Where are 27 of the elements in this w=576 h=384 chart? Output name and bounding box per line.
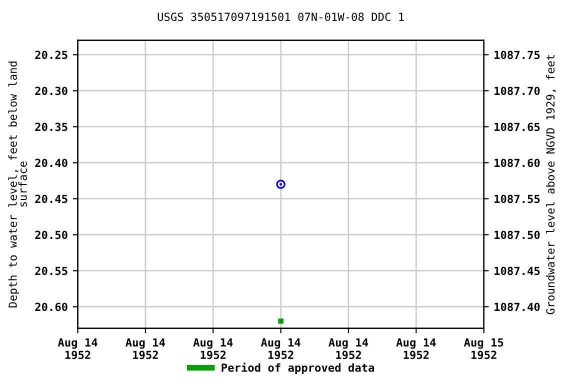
y-tick-label: 20.45 [35, 194, 68, 204]
y-tick-label: 20.60 [35, 302, 68, 312]
x-tick-label: Aug 14 1952 [396, 338, 436, 360]
x-tick-label: Aug 15 1952 [464, 338, 504, 360]
y-tick-label: 20.40 [35, 158, 68, 168]
chart-title: USGS 350517097191501 07N-01W-08 DDC 1 [158, 12, 404, 22]
y-tick-label: 20.25 [35, 50, 68, 60]
y-axis-title: Depth to water level, feet below land surface [8, 62, 27, 308]
y2-tick-label: 1087.75 [494, 50, 540, 60]
y2-tick-label: 1087.65 [494, 122, 540, 132]
x-tick-label: Aug 14 1952 [328, 338, 368, 360]
y-tick-label: 20.50 [35, 230, 68, 240]
y2-tick-label: 1087.55 [494, 194, 540, 204]
legend-label: Period of approved data [222, 362, 374, 374]
y-tick-label: 20.30 [35, 86, 68, 96]
x-tick-label: Aug 14 1952 [260, 338, 300, 360]
x-tick-label: Aug 14 1952 [126, 338, 166, 360]
y2-tick-label: 1087.60 [494, 158, 540, 168]
y-tick-label: 20.55 [35, 266, 68, 276]
y2-tick-label: 1087.70 [494, 86, 540, 96]
y-tick-label: 20.35 [35, 122, 68, 132]
y2-tick-label: 1087.40 [494, 302, 540, 312]
y2-tick-label: 1087.45 [494, 266, 540, 276]
x-tick-label: Aug 14 1952 [58, 338, 98, 360]
y2-tick-label: 1087.50 [494, 230, 540, 240]
y2-axis-title: Groundwater level above NGVD 1929, feet [546, 54, 556, 314]
x-tick-label: Aug 14 1952 [193, 338, 233, 360]
